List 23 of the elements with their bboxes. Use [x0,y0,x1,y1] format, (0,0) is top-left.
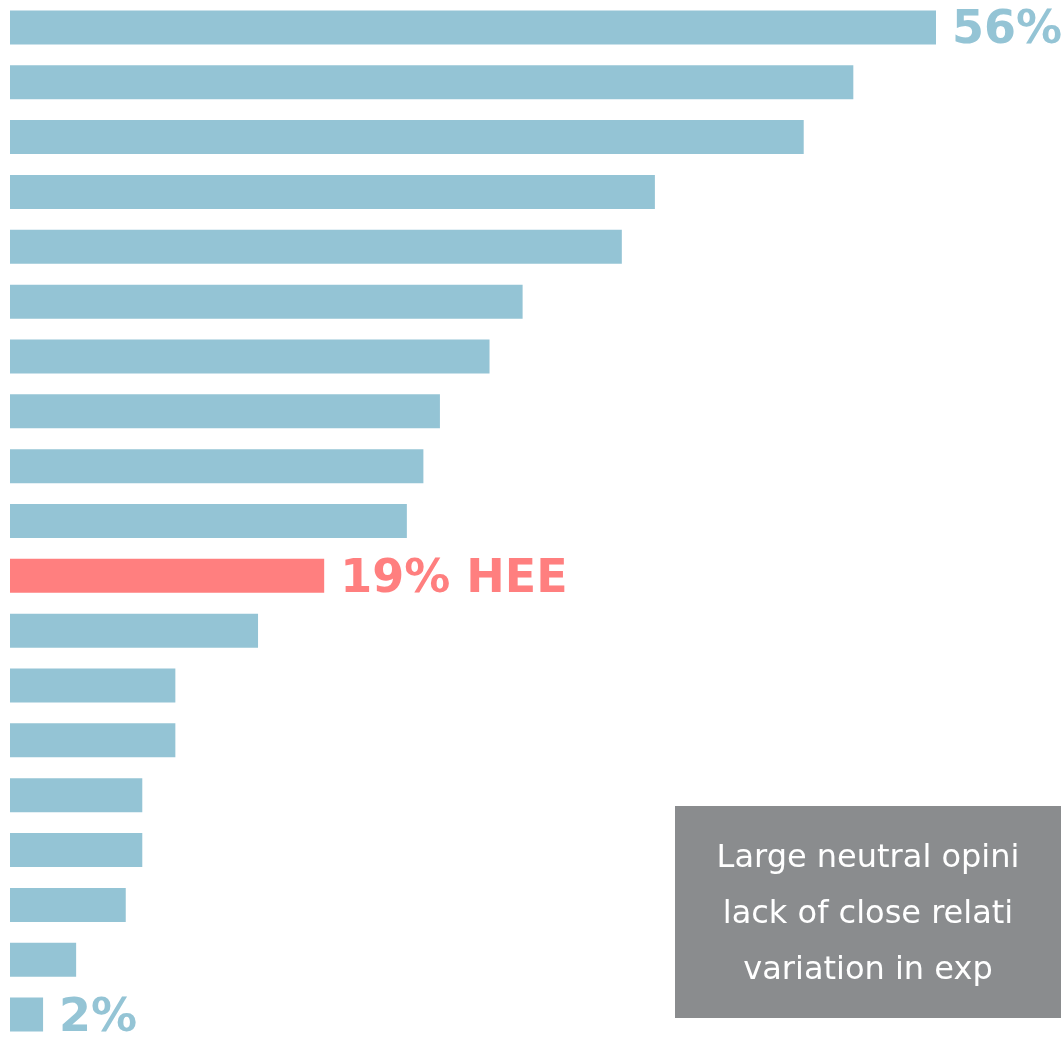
bar [10,449,424,484]
bar [10,887,126,922]
bar [10,394,440,429]
data-label: 56% [952,0,1061,55]
bar [10,10,936,45]
bar [10,668,176,703]
bar [10,339,490,374]
bar [10,504,407,538]
bar [10,613,259,648]
bar [10,174,655,209]
bar [10,229,622,264]
bar [10,997,44,1032]
data-label: 19% HEE [340,548,568,603]
bar [10,942,77,977]
bar [10,284,523,319]
bar [10,833,143,868]
bar [10,65,854,100]
bar [10,558,325,593]
bar [10,723,176,758]
bar [10,120,804,155]
data-label: 2% [59,987,138,1042]
annotation: Large neutral opini lack of close relati variation in exp [675,806,1061,1018]
bar [10,778,143,813]
